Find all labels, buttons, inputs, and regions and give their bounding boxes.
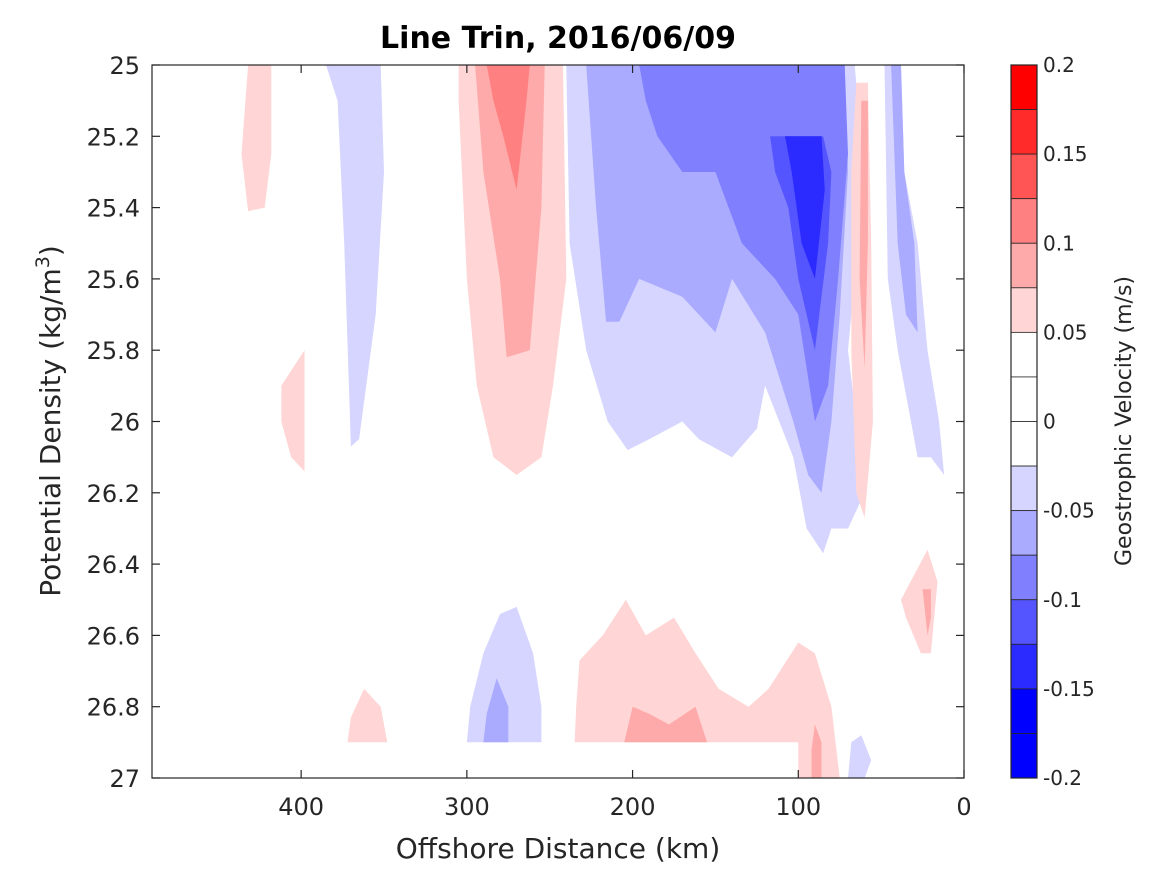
y-axis-label: Potential Density (kg/m3) xyxy=(32,245,67,597)
colorbar-swatch xyxy=(1010,153,1038,200)
colorbar-swatch xyxy=(1010,109,1038,155)
colorbar-tick-label: -0.1 xyxy=(1043,588,1082,612)
y-tick-label: 25 xyxy=(109,52,140,80)
colorbar-tick-label: -0.05 xyxy=(1043,499,1095,523)
colorbar-swatch xyxy=(1010,64,1038,110)
contour-region-neg-60km-deep xyxy=(848,735,872,778)
colorbar-tick-label: 0 xyxy=(1043,410,1056,434)
colorbar-swatch xyxy=(1010,554,1038,601)
colorbar-swatch xyxy=(1010,599,1038,645)
contour-fills xyxy=(241,65,945,778)
colorbar-frame xyxy=(1010,64,1038,779)
y-tick-label: 25.6 xyxy=(87,266,140,294)
contour-region-pos-400km-lens xyxy=(281,350,305,472)
y-tick-label: 26.4 xyxy=(87,551,140,579)
x-axis-label: Offshore Distance (km) xyxy=(396,832,721,865)
contour-region-pos-280km-core xyxy=(486,65,530,190)
colorbar-tick-label: -0.2 xyxy=(1043,766,1082,790)
colorbar-swatch xyxy=(1010,421,1038,467)
contour-region-pos-430km-upper xyxy=(241,65,272,212)
contour-region-pos-60km-core xyxy=(859,100,868,368)
chart-title: Line Trin, 2016/06/09 xyxy=(380,21,736,56)
colorbar-swatch xyxy=(1010,376,1038,422)
y-axis-ticks: 25 25.2 25.4 25.6 25.8 26 26.2 26.4 26.6 26.8 27 xyxy=(87,52,964,793)
colorbar-tick-label: 0.05 xyxy=(1043,320,1088,344)
contour-region-neg-coastal-peak xyxy=(785,136,825,279)
y-tick-label: 25.4 xyxy=(87,195,140,223)
contour-region-neg-nearshore-mid xyxy=(891,65,918,333)
y-axis-label-superscript: 3 xyxy=(32,256,54,268)
colorbar-swatch xyxy=(1010,287,1038,333)
contour-region-neg-280km-deep-core xyxy=(483,678,509,743)
y-tick-label: 27 xyxy=(109,765,140,793)
y-tick-label: 26.2 xyxy=(87,480,140,508)
contour-region-neg-280km-deep xyxy=(466,606,542,743)
x-tick-label: 400 xyxy=(278,793,324,821)
contour-region-pos-360km-deep xyxy=(347,688,388,743)
colorbar-swatch xyxy=(1010,643,1038,690)
colorbar-tick-label: 0.1 xyxy=(1043,231,1075,255)
x-tick-label: 100 xyxy=(775,793,821,821)
y-tick-label: 26 xyxy=(109,409,140,437)
colorbar-ticks: 0.2 0.15 0.1 0.05 0 -0.05 -0.1 -0.15 -0.2 xyxy=(1043,53,1095,790)
x-tick-label: 0 xyxy=(956,793,971,821)
contour-region-pos-30km-core xyxy=(922,589,931,636)
colorbar-label: Geostrophic Velocity (m/s) xyxy=(1112,276,1137,566)
y-axis-label-main: Potential Density (kg/m xyxy=(34,268,67,597)
x-tick-label: 200 xyxy=(610,793,656,821)
colorbar-swatch xyxy=(1010,510,1038,556)
colorbar-swatch xyxy=(1010,198,1038,244)
colorbar-swatch xyxy=(1010,733,1038,779)
x-tick-label: 300 xyxy=(444,793,490,821)
colorbar-swatch xyxy=(1010,242,1038,289)
y-tick-label: 26.6 xyxy=(87,622,140,650)
y-tick-label: 25.2 xyxy=(87,123,140,151)
contour-region-pos-deep-core xyxy=(624,706,708,743)
y-tick-label: 25.8 xyxy=(87,337,140,365)
x-axis-ticks: 400 300 200 100 0 xyxy=(278,65,972,821)
colorbar-swatch xyxy=(1010,688,1038,734)
colorbar-tick-label: 0.15 xyxy=(1043,142,1088,166)
colorbar-tick-label: 0.2 xyxy=(1043,53,1075,77)
y-axis-label-close: ) xyxy=(34,245,67,256)
contour-region-pos-280km-mid xyxy=(475,65,545,358)
y-tick-label: 26.8 xyxy=(87,694,140,722)
colorbar-swatch xyxy=(1010,331,1038,378)
colorbar xyxy=(1010,64,1038,779)
contour-region-neg-370km-band xyxy=(326,65,384,447)
contour-region-pos-90km-deep-core xyxy=(811,724,822,778)
colorbar-tick-label: -0.15 xyxy=(1043,677,1095,701)
colorbar-swatch xyxy=(1010,465,1038,512)
